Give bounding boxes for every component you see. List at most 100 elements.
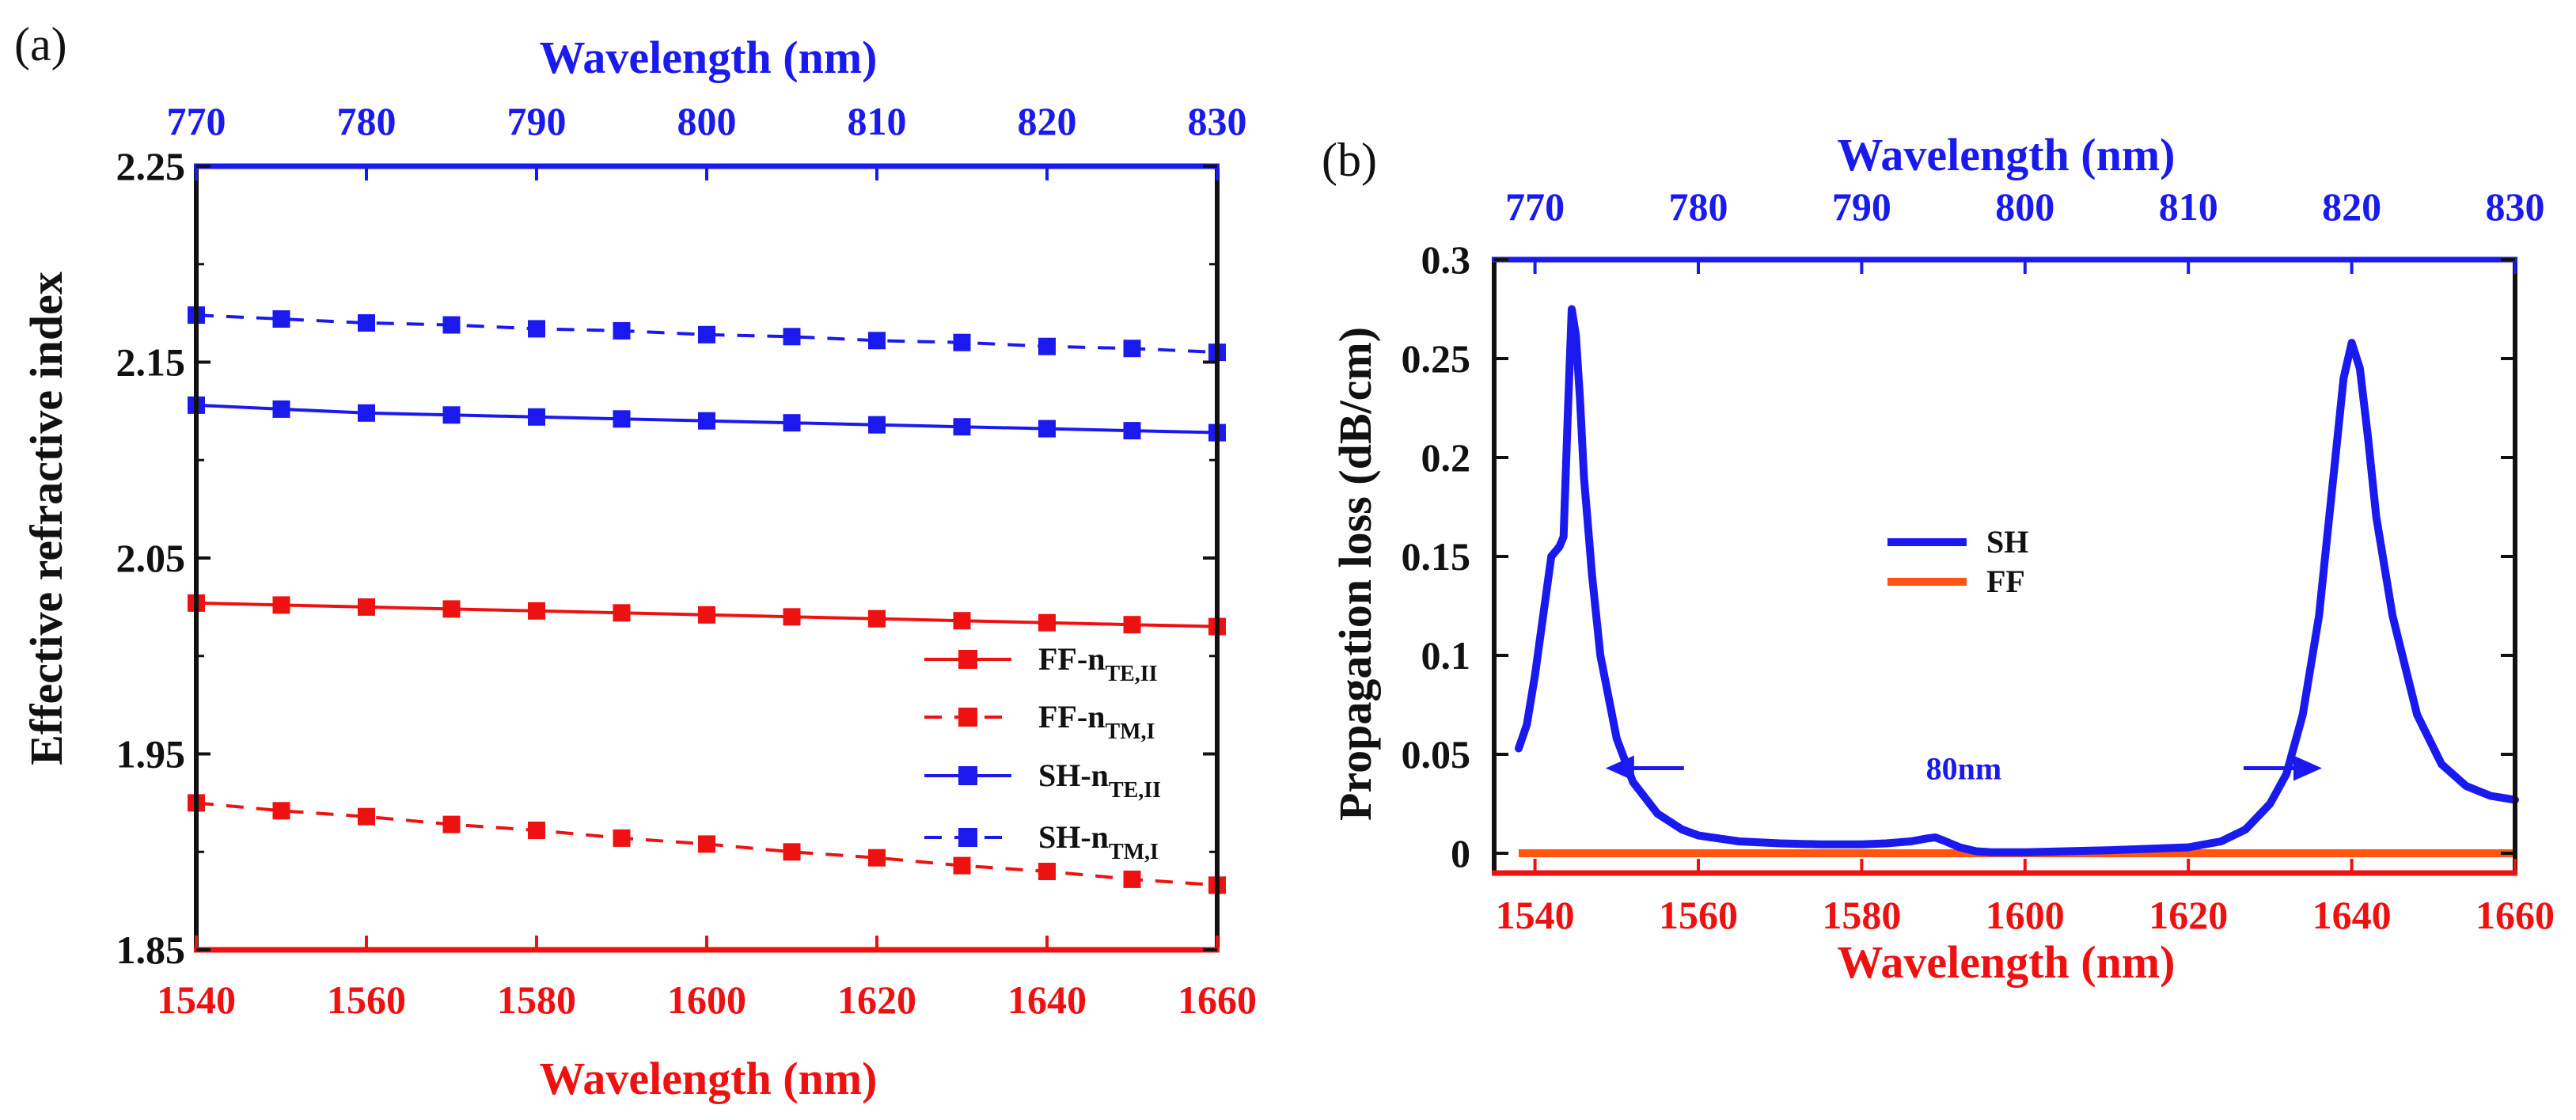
x2-tick-label: 810	[848, 99, 907, 143]
series-3-marker	[528, 320, 545, 338]
legend-entry-ff-tm: FF-nTM,I	[924, 699, 1155, 744]
series-2-marker	[1123, 422, 1141, 440]
series-3-marker	[613, 321, 631, 340]
series-0-marker	[698, 606, 715, 624]
panel-b-bottom-axis-title: Wavelength (nm)	[1838, 936, 2176, 988]
y-tick-label: 0	[1451, 831, 1470, 875]
panel-a: (a) Wavelength (nm) Wavelength (nm) Effe…	[14, 18, 1257, 1104]
series-1-marker	[528, 822, 545, 839]
y-tick-label: 2.05	[116, 536, 186, 580]
panel-b-label: (b)	[1322, 134, 1377, 186]
y-tick-label: 0.25	[1402, 336, 1471, 381]
panel-b-ticks: 1540 1560 1580 1600 1620 1640 1660 770 780 790 800…	[1402, 184, 2555, 937]
series-1-marker	[698, 835, 715, 853]
panel-b: (b) Wavelength (nm) Wavelength (nm) Prop…	[1322, 129, 2555, 988]
panel-a-legend: FF-nTE,II FF-nTM,I SH-nTE,II SH-nTM,I	[924, 641, 1161, 864]
series-1-marker	[358, 807, 375, 826]
series-0-marker	[528, 602, 545, 620]
legend-sh-te-sub: TE,II	[1109, 778, 1161, 803]
series-2-marker	[1038, 420, 1056, 438]
x2-tick-label: 830	[2486, 184, 2545, 229]
legend-ff-te-sub: TE,II	[1105, 662, 1157, 686]
series-3-marker	[953, 333, 971, 351]
series-0-marker	[613, 604, 631, 622]
x2-tick-label: 780	[1669, 184, 1728, 229]
panel-a-label: (a)	[14, 18, 67, 70]
series-0-marker	[272, 596, 290, 614]
panel-b-legend: SH FF	[1887, 524, 2028, 599]
y-tick-label: 2.25	[116, 144, 186, 188]
y-tick-label: 0.15	[1402, 534, 1471, 579]
svg-text:SH-nTM,I: SH-nTM,I	[1038, 819, 1159, 864]
panel-a-bottom-axis-title: Wavelength (nm)	[540, 1053, 878, 1104]
series-2-marker	[868, 416, 886, 434]
series-1-marker	[783, 843, 801, 861]
x2-tick-label: 820	[2322, 184, 2381, 229]
series-2-marker	[358, 404, 375, 422]
x-tick-label: 1540	[157, 978, 236, 1022]
legend-ff-te-name: FF-n	[1038, 641, 1105, 677]
right-arrow-head	[2293, 755, 2322, 781]
panel-a-y-axis-title: Effective refractive index	[21, 271, 72, 765]
x2-tick-label: 790	[507, 99, 567, 143]
series-0-marker	[1038, 613, 1056, 632]
y-tick-label: 0.2	[1421, 435, 1471, 480]
series-3-marker	[783, 328, 801, 346]
series-2-marker	[783, 414, 801, 432]
series-2-marker	[953, 418, 971, 436]
x-tick-label: 1620	[2149, 893, 2228, 937]
x-tick-label: 1560	[1659, 893, 1738, 937]
svg-text:FF-nTM,I: FF-nTM,I	[1038, 699, 1155, 744]
x-tick-label: 1640	[1007, 978, 1087, 1022]
series-1-marker	[868, 849, 886, 867]
legend-entry-sh-te: SH-nTE,II	[924, 757, 1161, 803]
y-tick-label: 0.1	[1421, 633, 1471, 678]
panel-a-series-group	[188, 306, 1226, 894]
series-3-marker	[358, 314, 375, 332]
series-line-sh	[1515, 305, 2519, 856]
y-tick-label: 1.85	[116, 928, 186, 972]
legend-ff-tm-name: FF-n	[1038, 699, 1105, 735]
legend-sh-tm-name: SH-n	[1038, 819, 1109, 855]
x2-tick-label: 830	[1188, 99, 1247, 143]
series-2-marker	[698, 412, 715, 430]
series-3-marker	[698, 325, 715, 344]
series-2-marker	[613, 410, 631, 428]
series-2-marker	[528, 408, 545, 426]
series-3-marker	[442, 316, 461, 334]
legend-entry-sh: SH	[1887, 524, 2028, 560]
legend-ff-label: FF	[1986, 564, 2025, 599]
x-tick-label: 1660	[2475, 893, 2555, 937]
legend-entry-ff: FF	[1887, 564, 2025, 599]
series-3-marker	[272, 310, 290, 328]
x-tick-label: 1580	[1822, 893, 1901, 937]
panel-a-ticks: 1540 1560 1580 1600 1620 1640 1660 770 780 790 800…	[116, 99, 1258, 1022]
legend-ff-tm-sub: TM,I	[1105, 719, 1155, 744]
x2-tick-label: 790	[1832, 184, 1891, 229]
x-tick-label: 1620	[837, 978, 916, 1022]
series-1-marker	[442, 815, 461, 833]
x-tick-label: 1660	[1178, 978, 1257, 1022]
x2-tick-label: 770	[1505, 184, 1565, 229]
svg-text:FF-nTE,II: FF-nTE,II	[1038, 641, 1158, 686]
series-2-marker	[442, 406, 461, 424]
legend-entry-ff-te: FF-nTE,II	[924, 641, 1158, 686]
panel-b-annotation: 80nm	[1605, 751, 2322, 787]
series-0-marker	[442, 600, 461, 618]
series-0-marker	[358, 598, 375, 616]
bandwidth-label: 80nm	[1926, 751, 2002, 787]
x-tick-label: 1560	[327, 978, 406, 1022]
y-tick-label: 1.95	[116, 732, 186, 776]
x-tick-label: 1640	[2312, 893, 2392, 937]
series-3-marker	[868, 332, 886, 350]
series-3-marker	[1123, 340, 1141, 358]
x-tick-label: 1580	[497, 978, 576, 1022]
series-1-marker	[1038, 863, 1056, 880]
legend-sh-te-name: SH-n	[1038, 757, 1109, 793]
panel-b-series-group	[1515, 305, 2519, 857]
legend-sh-tm-sub: TM,I	[1109, 840, 1159, 864]
x2-tick-label: 820	[1018, 99, 1077, 143]
x2-tick-label: 780	[337, 99, 396, 143]
series-1-marker	[953, 856, 971, 875]
